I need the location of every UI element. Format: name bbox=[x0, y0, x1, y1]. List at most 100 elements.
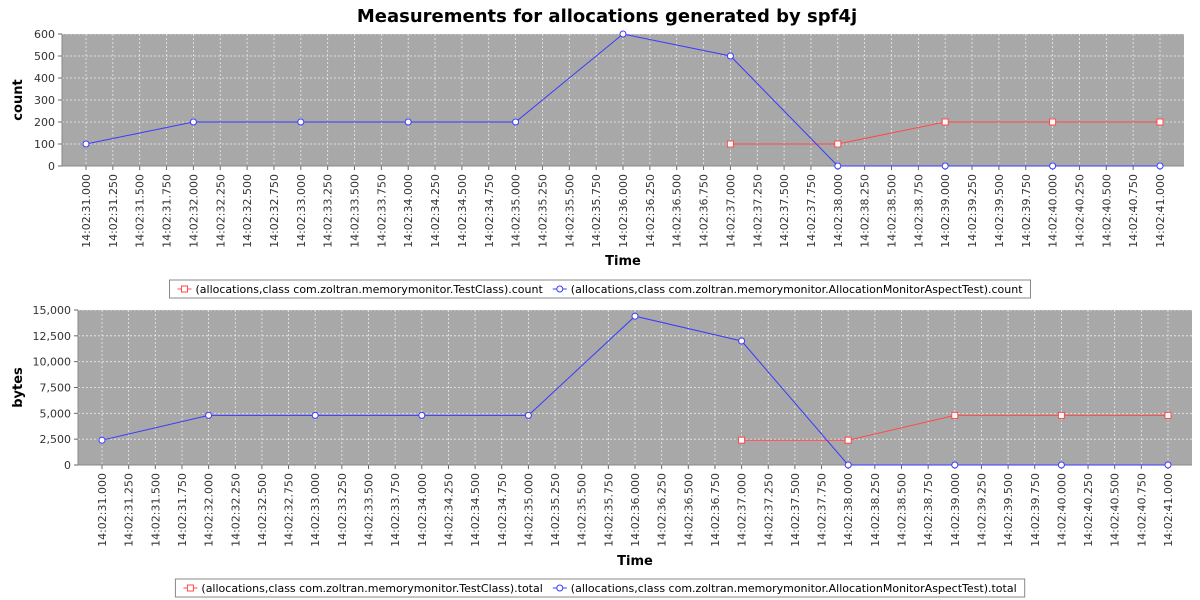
data-point-circle bbox=[844, 461, 852, 469]
x-tick-label: 14:02:35.500 bbox=[563, 174, 576, 248]
x-tick-label: 14:02:31.750 bbox=[176, 473, 189, 547]
legend-marker-square bbox=[181, 285, 188, 293]
x-tick-label: 14:02:36.750 bbox=[698, 174, 711, 248]
y-tick-label: 0 bbox=[64, 459, 71, 472]
data-point-square bbox=[738, 436, 746, 444]
x-tick-label: 14:02:41.000 bbox=[1154, 174, 1167, 248]
x-tick-label: 14:02:31.000 bbox=[96, 473, 109, 547]
data-point-square bbox=[1057, 411, 1065, 419]
x-tick-label: 14:02:31.000 bbox=[80, 174, 93, 248]
data-point-circle bbox=[738, 337, 746, 345]
x-tick-label: 14:02:36.500 bbox=[671, 174, 684, 248]
x-tick-label: 14:02:40.750 bbox=[1135, 473, 1148, 547]
x-tick-label: 14:02:39.500 bbox=[993, 174, 1006, 248]
data-point-circle bbox=[619, 30, 627, 38]
data-point-circle bbox=[404, 118, 412, 126]
data-point-circle bbox=[631, 312, 639, 320]
x-tick-label: 14:02:31.250 bbox=[123, 473, 136, 547]
data-point-circle bbox=[524, 411, 532, 419]
x-tick-label: 14:02:34.750 bbox=[483, 174, 496, 248]
x-axis-title: Time bbox=[605, 254, 641, 269]
x-tick-label: 14:02:36.500 bbox=[682, 473, 695, 547]
data-point-circle bbox=[726, 52, 734, 60]
y-axis-title: count bbox=[11, 79, 26, 120]
x-tick-label: 14:02:38.000 bbox=[832, 174, 845, 248]
y-tick-label: 12,500 bbox=[33, 330, 72, 343]
y-tick-label: 600 bbox=[34, 28, 55, 41]
x-tick-label: 14:02:32.000 bbox=[187, 174, 200, 248]
data-point-square bbox=[844, 436, 852, 444]
legend-item: (allocations,class com.zoltran.memorymon… bbox=[183, 582, 543, 595]
x-tick-label: 14:02:39.250 bbox=[966, 174, 979, 248]
legend-label: (allocations,class com.zoltran.memorymon… bbox=[201, 582, 542, 595]
x-tick-label: 14:02:33.500 bbox=[363, 473, 376, 547]
legend-label: (allocations,class com.zoltran.memorymon… bbox=[196, 283, 544, 296]
x-tick-label: 14:02:37.000 bbox=[724, 174, 737, 248]
y-tick-label: 200 bbox=[34, 116, 55, 129]
data-point-square bbox=[951, 411, 959, 419]
x-tick-label: 14:02:35.000 bbox=[510, 174, 523, 248]
x-axis-title: Time bbox=[617, 554, 653, 569]
y-tick-label: 7,500 bbox=[40, 382, 72, 395]
legend-box bbox=[174, 578, 1026, 598]
x-tick-label: 14:02:36.750 bbox=[709, 473, 722, 547]
data-point-circle bbox=[1156, 162, 1164, 170]
x-tick-label: 14:02:35.250 bbox=[549, 473, 562, 547]
x-tick-label: 14:02:40.250 bbox=[1082, 473, 1095, 547]
x-tick-label: 14:02:38.250 bbox=[869, 473, 882, 547]
bytes-chart: 14:02:31.000 14:02:31.250 14:02:31.500 14:0… bbox=[11, 304, 1192, 598]
x-tick-label: 14:02:33.250 bbox=[336, 473, 349, 547]
y-tick-label: 15,000 bbox=[33, 304, 72, 317]
y-axis-title: bytes bbox=[11, 367, 26, 408]
x-tick-label: 14:02:32.250 bbox=[229, 473, 242, 547]
x-tick-label: 14:02:39.500 bbox=[1002, 473, 1015, 547]
legend: (allocations,class com.zoltran.memorymon… bbox=[169, 279, 1031, 299]
data-point-circle bbox=[311, 411, 319, 419]
x-tick-label: 14:02:32.000 bbox=[203, 473, 216, 547]
x-tick-label: 14:02:39.250 bbox=[975, 473, 988, 547]
x-tick-label: 14:02:35.750 bbox=[590, 174, 603, 248]
x-tick-label: 14:02:33.000 bbox=[295, 174, 308, 248]
x-tick-label: 14:02:31.500 bbox=[149, 473, 162, 547]
x-tick-label: 14:02:35.500 bbox=[576, 473, 589, 547]
x-tick-label: 14:02:40.000 bbox=[1055, 473, 1068, 547]
chart-title: Measurements for allocations generated b… bbox=[357, 6, 857, 27]
legend: (allocations,class com.zoltran.memorymon… bbox=[174, 578, 1026, 598]
x-tick-label: 14:02:34.500 bbox=[456, 174, 469, 248]
x-tick-label: 14:02:39.000 bbox=[939, 174, 952, 248]
x-tick-label: 14:02:40.250 bbox=[1073, 174, 1086, 248]
data-point-circle bbox=[941, 162, 949, 170]
x-tick-label: 14:02:38.000 bbox=[842, 473, 855, 547]
x-tick-label: 14:02:33.500 bbox=[349, 174, 362, 248]
x-tick-label: 14:02:37.750 bbox=[816, 473, 829, 547]
y-tick-label: 10,000 bbox=[33, 356, 72, 369]
x-tick-label: 14:02:39.750 bbox=[1020, 174, 1033, 248]
x-tick-label: 14:02:34.250 bbox=[442, 473, 455, 547]
data-point-circle bbox=[834, 162, 842, 170]
x-tick-label: 14:02:33.750 bbox=[375, 174, 388, 248]
legend-label: (allocations,class com.zoltran.memorymon… bbox=[571, 582, 1017, 595]
legend-item: (allocations,class com.zoltran.memorymon… bbox=[552, 283, 1023, 296]
x-tick-label: 14:02:40.500 bbox=[1100, 174, 1113, 248]
x-tick-label: 14:02:40.000 bbox=[1047, 174, 1060, 248]
x-tick-label: 14:02:35.750 bbox=[602, 473, 615, 547]
legend-item: (allocations,class com.zoltran.memorymon… bbox=[552, 582, 1017, 595]
y-tick-label: 100 bbox=[34, 138, 55, 151]
data-point-square bbox=[834, 140, 842, 148]
x-tick-label: 14:02:35.250 bbox=[536, 174, 549, 248]
x-tick-label: 14:02:32.750 bbox=[268, 174, 281, 248]
x-tick-label: 14:02:31.250 bbox=[107, 174, 120, 248]
data-point-circle bbox=[82, 140, 90, 148]
legend-marker-circle bbox=[556, 584, 564, 592]
x-tick-label: 14:02:31.500 bbox=[134, 174, 147, 248]
y-tick-label: 5,000 bbox=[40, 407, 72, 420]
data-point-circle bbox=[1164, 461, 1172, 469]
x-tick-label: 14:02:36.250 bbox=[656, 473, 669, 547]
data-point-square bbox=[941, 118, 949, 126]
x-tick-label: 14:02:33.750 bbox=[389, 473, 402, 547]
x-tick-label: 14:02:38.500 bbox=[896, 473, 909, 547]
x-tick-label: 14:02:31.750 bbox=[161, 174, 174, 248]
y-tick-label: 0 bbox=[48, 160, 55, 173]
x-tick-label: 14:02:34.500 bbox=[469, 473, 482, 547]
